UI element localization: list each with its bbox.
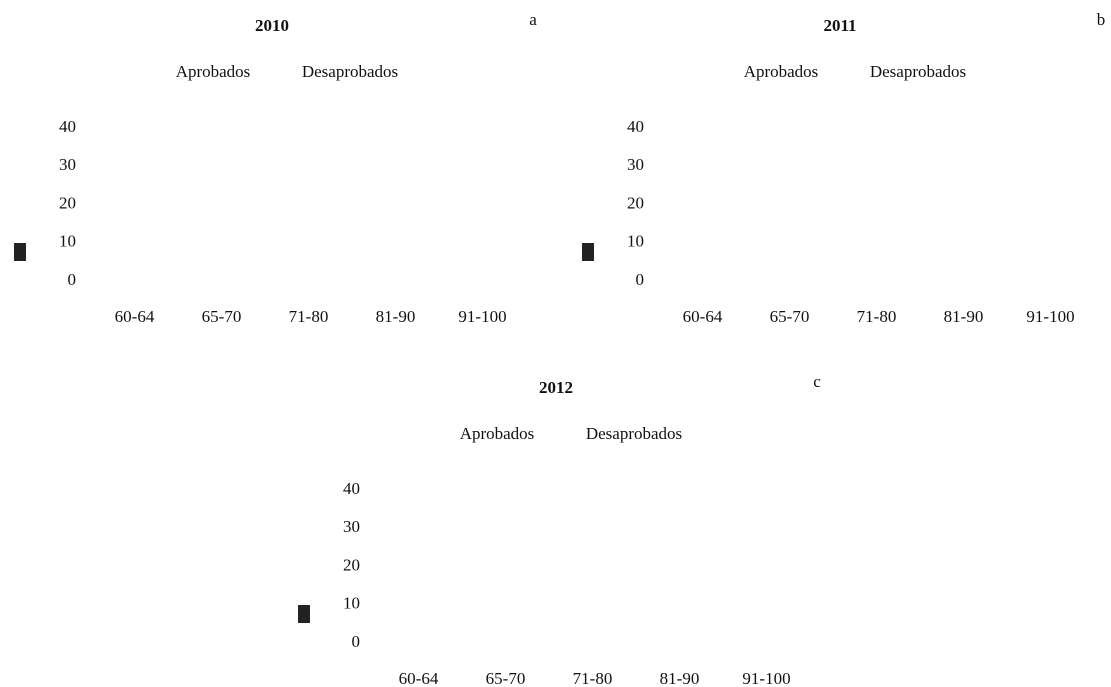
y-tick-label: 10 <box>343 594 360 613</box>
y-tick-label: 30 <box>343 517 360 536</box>
y-tick-label: 40 <box>627 117 644 136</box>
legend-entry: Aprobados <box>460 424 535 443</box>
x-tick-label: 91-100 <box>742 669 790 687</box>
x-tick-label: 81-90 <box>376 307 416 326</box>
y-tick-label: 10 <box>627 232 644 251</box>
chart-title: 2010 <box>255 16 289 35</box>
panel-label: b <box>1097 10 1106 29</box>
panel-label: c <box>813 372 821 391</box>
x-tick-label: 60-64 <box>683 307 723 326</box>
y-tick-label: 0 <box>68 270 77 289</box>
y-tick-label: 20 <box>59 193 76 212</box>
x-tick-label: 65-70 <box>486 669 526 687</box>
x-tick-label: 81-90 <box>944 307 984 326</box>
x-tick-label: 91-100 <box>458 307 506 326</box>
x-tick-label: 71-80 <box>573 669 613 687</box>
legend-entry: Desaprobados <box>302 62 398 81</box>
x-tick-label: 65-70 <box>770 307 810 326</box>
x-tick-label: 65-70 <box>202 307 242 326</box>
chart-title: 2011 <box>823 16 856 35</box>
y-axis-label-glyph <box>582 243 594 261</box>
panel-label: a <box>529 10 537 29</box>
x-tick-label: 81-90 <box>660 669 700 687</box>
y-tick-label: 20 <box>627 193 644 212</box>
y-tick-label: 0 <box>352 632 361 651</box>
y-tick-label: 30 <box>59 155 76 174</box>
x-tick-label: 60-64 <box>399 669 439 687</box>
y-axis-label-glyph <box>14 243 26 261</box>
y-tick-label: 40 <box>343 479 360 498</box>
x-tick-label: 60-64 <box>115 307 155 326</box>
x-tick-label: 71-80 <box>289 307 329 326</box>
y-axis-label-glyph <box>298 605 310 623</box>
y-tick-label: 30 <box>627 155 644 174</box>
legend-entry: Aprobados <box>176 62 251 81</box>
x-tick-label: 71-80 <box>857 307 897 326</box>
y-tick-label: 10 <box>59 232 76 251</box>
y-tick-label: 20 <box>343 555 360 574</box>
legend-entry: Desaprobados <box>586 424 682 443</box>
y-tick-label: 0 <box>636 270 645 289</box>
x-tick-label: 91-100 <box>1026 307 1074 326</box>
y-tick-label: 40 <box>59 117 76 136</box>
legend-entry: Aprobados <box>744 62 819 81</box>
chart-title: 2012 <box>539 378 573 397</box>
legend-entry: Desaprobados <box>870 62 966 81</box>
